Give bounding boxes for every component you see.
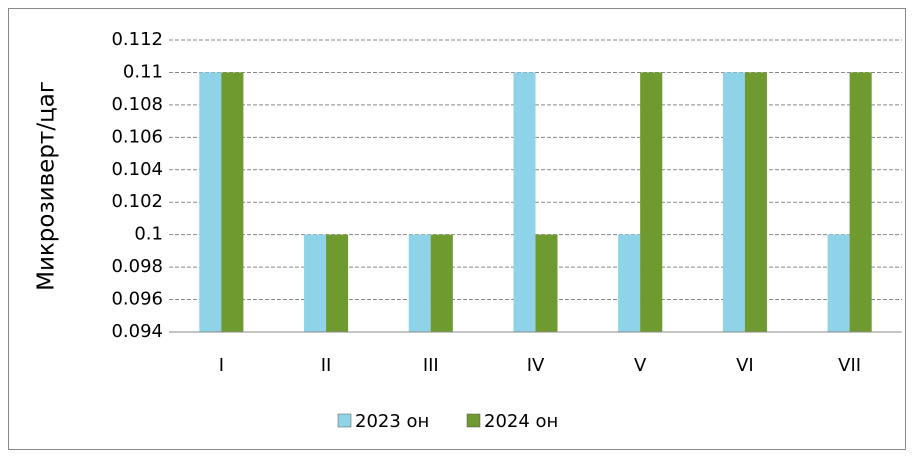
y-tick-label: 0.108	[111, 94, 163, 115]
y-tick-label: 0.098	[111, 256, 163, 277]
bar-shine	[326, 234, 349, 332]
x-tick-label: II	[321, 355, 332, 376]
bar-shine	[430, 234, 453, 332]
bar-shine	[827, 234, 850, 332]
bar-shine	[722, 72, 745, 332]
bar-shine	[618, 234, 641, 332]
y-tick-label: 0.106	[111, 126, 163, 147]
legend-label: 2024 он	[484, 411, 558, 432]
x-tick-label: VI	[736, 355, 754, 376]
x-tick-label: III	[423, 355, 439, 376]
y-tick-label: 0.1	[134, 224, 163, 245]
bar-shine	[640, 72, 663, 332]
legend-swatch	[337, 413, 352, 428]
bar-shine	[408, 234, 431, 332]
y-tick-label: 0.104	[111, 159, 163, 180]
y-axis-label: Микрозиверт/цаг	[34, 81, 60, 291]
bar-shine	[849, 72, 872, 332]
bar-shine	[199, 72, 222, 332]
x-tick-label: I	[219, 355, 224, 376]
y-tick-label: 0.094	[111, 321, 163, 342]
y-tick-label: 0.102	[111, 191, 163, 212]
legend-swatch	[466, 413, 481, 428]
x-tick-label: IV	[527, 355, 545, 376]
bar-shine	[535, 234, 558, 332]
x-tick-label: V	[634, 355, 647, 376]
x-tick-label: VII	[838, 355, 861, 376]
bar-shine	[744, 72, 767, 332]
legend-label: 2023 он	[355, 411, 429, 432]
bar-shine	[221, 72, 244, 332]
bar-shine	[304, 234, 327, 332]
y-tick-label: 0.112	[111, 29, 163, 50]
y-tick-label: 0.11	[123, 61, 163, 82]
y-tick-label: 0.096	[111, 289, 163, 310]
bar-shine	[513, 72, 536, 332]
